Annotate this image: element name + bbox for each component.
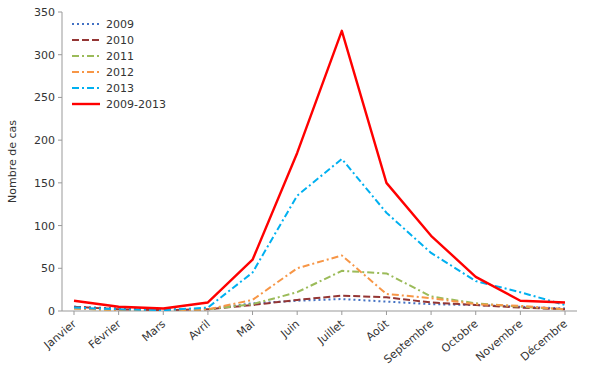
legend-swatch	[72, 23, 100, 25]
y-tick	[58, 182, 62, 183]
y-tick-label: 300	[34, 49, 55, 62]
x-tick-label: Avril	[186, 317, 213, 342]
x-tick	[118, 311, 119, 315]
plot-area	[74, 31, 565, 310]
x-tick	[74, 311, 75, 315]
legend-label: 2013	[106, 82, 134, 95]
legend-label: 2009	[106, 18, 134, 31]
legend-swatch	[72, 71, 100, 73]
y-axis-label: Nombre de cas	[6, 120, 19, 203]
y-tick-label: 0	[48, 305, 55, 318]
series-line	[74, 159, 565, 310]
y-tick	[58, 54, 62, 55]
y-tick	[58, 268, 62, 269]
y-tick	[58, 225, 62, 226]
legend: 2009 2010 2011 2012 2013 2009-2013	[72, 18, 166, 111]
legend-label: 2012	[106, 66, 134, 79]
legend-label: 2011	[106, 50, 134, 63]
x-tick-label: Mars	[140, 317, 169, 344]
x-tick-label: Novembre	[473, 317, 525, 364]
x-tick	[207, 311, 208, 315]
legend-swatch	[72, 55, 100, 57]
x-tick	[341, 311, 342, 315]
y-tick	[58, 140, 62, 141]
chart: 0 50 100 150 200 250 300 350 JanvierFévrier Mars A…	[0, 0, 591, 377]
x-tick-label: Janvier	[41, 317, 79, 352]
y-tick	[58, 12, 62, 13]
x-tick-label: Octobre	[439, 317, 481, 355]
x-tick	[475, 311, 476, 315]
x-tick-label: Mai	[234, 317, 257, 339]
y-tick-label: 200	[34, 134, 55, 147]
y-tick	[58, 97, 62, 98]
legend-label: 2009-2013	[106, 98, 166, 111]
x-tick-label: Février	[86, 317, 124, 352]
x-tick	[520, 311, 521, 315]
x-tick-label: Août	[364, 317, 392, 344]
x-tick-label: Septembre	[381, 317, 436, 366]
y-axis	[62, 12, 63, 311]
x-tick-label: Juillet	[314, 317, 347, 348]
x-tick-label: Décembre	[518, 317, 570, 364]
y-tick-label: 350	[34, 6, 55, 19]
y-tick-label: 50	[41, 262, 55, 275]
legend-swatch	[72, 103, 100, 105]
x-tick	[386, 311, 387, 315]
y-tick	[58, 311, 62, 312]
x-tick	[297, 311, 298, 315]
series-line	[74, 31, 565, 309]
x-tick	[431, 311, 432, 315]
y-tick-label: 100	[34, 220, 55, 233]
series-line	[74, 255, 565, 310]
y-tick-label: 150	[34, 177, 55, 190]
x-tick	[252, 311, 253, 315]
legend-swatch	[72, 87, 100, 89]
x-tick-label: Juin	[277, 317, 302, 341]
x-tick	[565, 311, 566, 315]
x-tick	[163, 311, 164, 315]
legend-swatch	[72, 39, 100, 41]
legend-label: 2010	[106, 34, 134, 47]
y-tick-label: 250	[34, 91, 55, 104]
